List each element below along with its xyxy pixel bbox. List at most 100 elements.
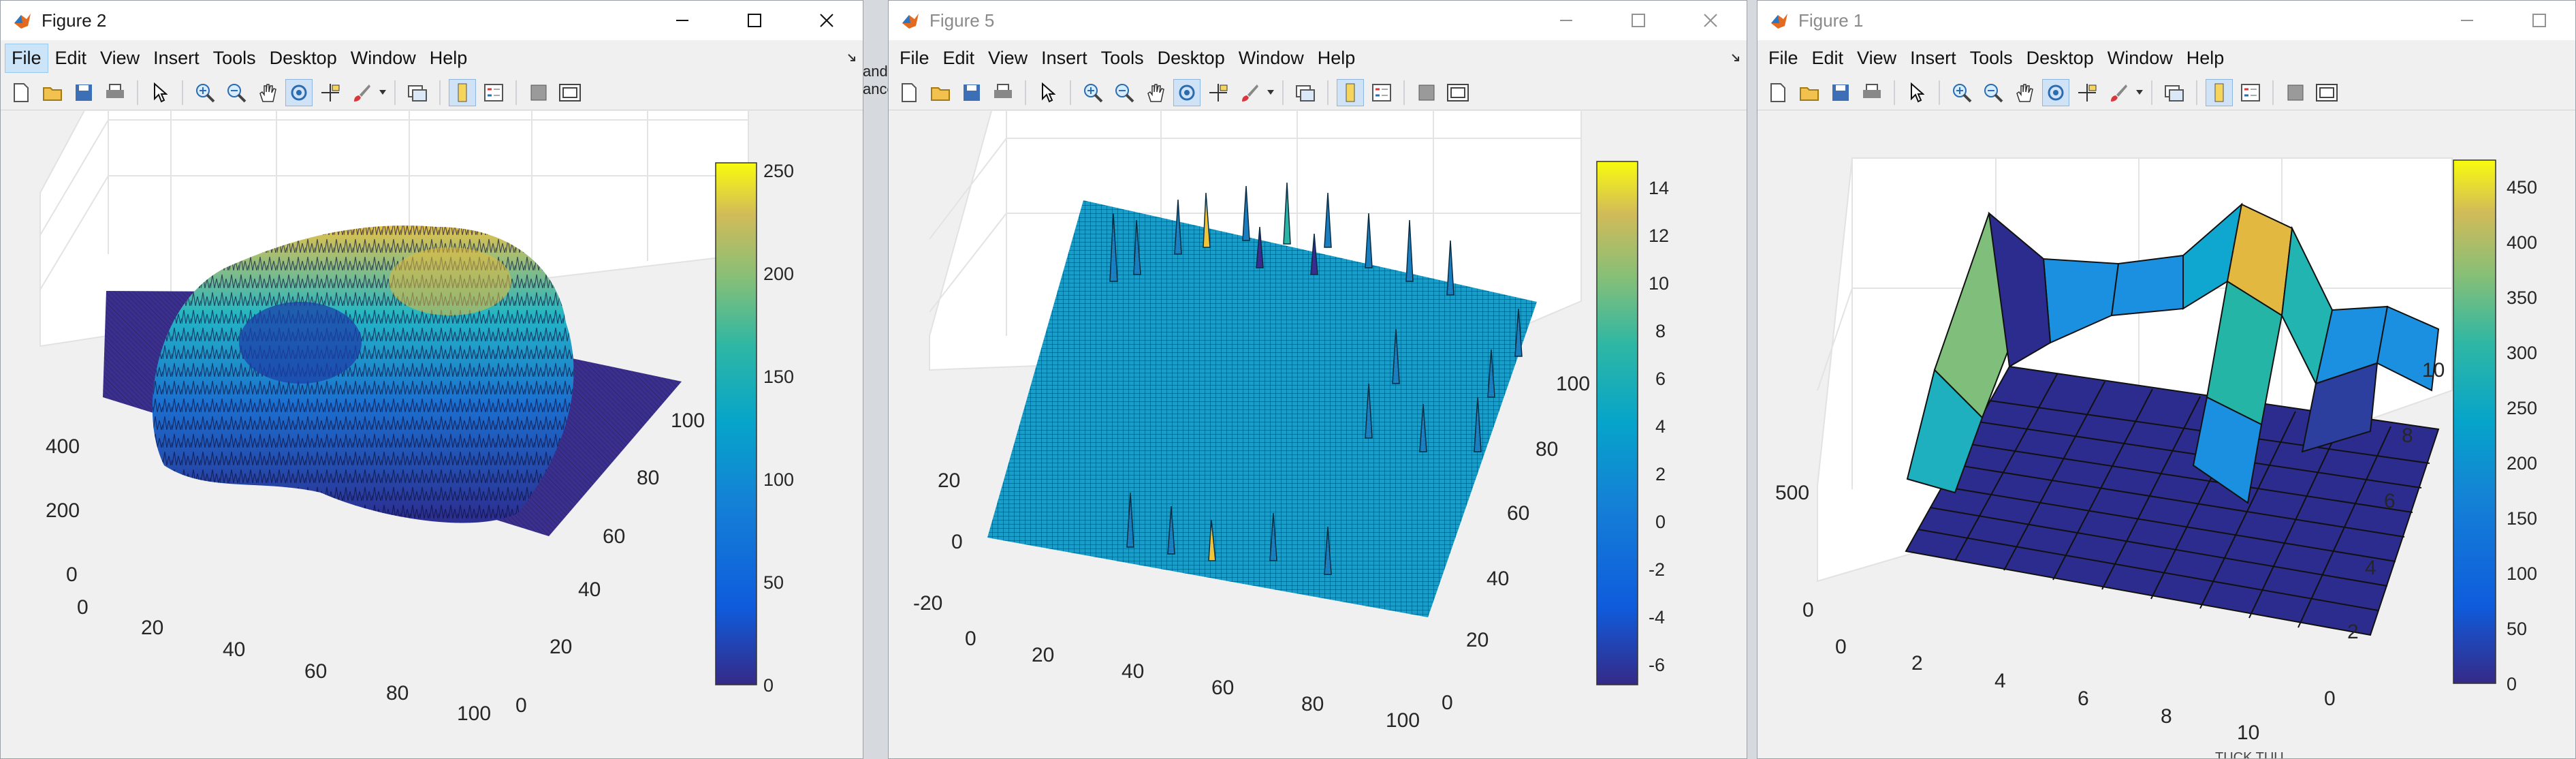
save-button[interactable]: [1827, 79, 1854, 106]
open-button[interactable]: [927, 79, 954, 106]
menu-desktop[interactable]: Desktop: [2026, 47, 2094, 68]
zoom-out-button[interactable]: [223, 79, 250, 106]
link-plot-button[interactable]: [404, 79, 431, 106]
print-button[interactable]: [989, 79, 1017, 106]
close-button[interactable]: [1674, 1, 1747, 40]
menu-view[interactable]: View: [100, 47, 140, 68]
figure-window[interactable]: Figure 2 File Edit View Insert Tools Des…: [0, 0, 863, 759]
hide-plot-tools-button[interactable]: [2282, 79, 2309, 106]
zoom-in-button[interactable]: [191, 79, 219, 106]
surface-plot[interactable]: 0 2 4 6 8 10 0 2 4 6 8 10 0 500 0: [1758, 111, 2576, 759]
colorbar-button[interactable]: [449, 79, 476, 106]
brush-dropdown[interactable]: [2136, 90, 2143, 95]
rotate-3d-button[interactable]: [1173, 79, 1200, 106]
colorbar-button[interactable]: [2206, 79, 2233, 106]
zoom-in-button[interactable]: [1079, 79, 1107, 106]
colorbar[interactable]: [1596, 161, 1638, 685]
menu-insert[interactable]: Insert: [1041, 47, 1087, 68]
open-button[interactable]: [1796, 79, 1823, 106]
menu-help[interactable]: Help: [429, 47, 468, 68]
link-plot-button[interactable]: [2161, 79, 2188, 106]
menu-desktop[interactable]: Desktop: [1157, 47, 1225, 68]
brush-dropdown[interactable]: [1267, 90, 1274, 95]
menu-tools[interactable]: Tools: [212, 47, 256, 68]
brush-button[interactable]: [348, 79, 375, 106]
window-titlebar[interactable]: Figure 1: [1758, 1, 2575, 40]
zoom-out-button[interactable]: [1979, 79, 2007, 106]
dock-arrow-icon[interactable]: [846, 52, 857, 63]
figure-window[interactable]: Figure 5 File Edit View Insert Tools Des…: [888, 0, 1747, 759]
brush-button[interactable]: [1236, 79, 1263, 106]
menu-edit[interactable]: Edit: [1811, 47, 1844, 68]
legend-button[interactable]: [2237, 79, 2264, 106]
menu-view[interactable]: View: [988, 47, 1028, 68]
window-titlebar[interactable]: Figure 5: [889, 1, 1747, 40]
save-button[interactable]: [958, 79, 985, 106]
menu-window[interactable]: Window: [2107, 47, 2173, 68]
plot-area[interactable]: 0 20 40 60 80 100 0 20 40 60 80 100 0 20…: [1, 111, 863, 758]
surface-plot[interactable]: 0 20 40 60 80 100 0 20 40 60 80 100 -20 …: [889, 111, 1747, 759]
data-cursor-button[interactable]: [1205, 79, 1232, 106]
dock-arrow-icon[interactable]: [1730, 52, 1741, 63]
zoom-out-button[interactable]: [1111, 79, 1138, 106]
menu-insert[interactable]: Insert: [1910, 47, 1956, 68]
menu-view[interactable]: View: [1857, 47, 1897, 68]
menu-desktop[interactable]: Desktop: [269, 47, 337, 68]
hide-plot-tools-button[interactable]: [525, 79, 552, 106]
menu-tools[interactable]: Tools: [1100, 47, 1144, 68]
edit-plot-button[interactable]: [1903, 79, 1930, 106]
brush-dropdown[interactable]: [379, 90, 386, 95]
pan-button[interactable]: [2011, 79, 2038, 106]
edit-plot-button[interactable]: [146, 79, 174, 106]
minimize-button[interactable]: [646, 1, 718, 40]
menu-file[interactable]: File: [1768, 47, 1798, 68]
pan-button[interactable]: [254, 79, 281, 106]
surface-plot[interactable]: 0 20 40 60 80 100 0 20 40 60 80 100 0 20…: [1, 111, 863, 759]
show-plot-tools-button[interactable]: [2313, 79, 2340, 106]
menu-edit[interactable]: Edit: [942, 47, 975, 68]
menu-edit[interactable]: Edit: [54, 47, 87, 68]
colorbar[interactable]: [2453, 159, 2496, 684]
new-figure-button[interactable]: [7, 79, 35, 106]
new-figure-button[interactable]: [1764, 79, 1792, 106]
menu-help[interactable]: Help: [2186, 47, 2225, 68]
show-plot-tools-button[interactable]: [1444, 79, 1472, 106]
menu-window[interactable]: Window: [1238, 47, 1304, 68]
edit-plot-button[interactable]: [1034, 79, 1062, 106]
menu-help[interactable]: Help: [1317, 47, 1356, 68]
print-button[interactable]: [1858, 79, 1886, 106]
brush-button[interactable]: [2105, 79, 2132, 106]
plot-area[interactable]: 0 2 4 6 8 10 0 2 4 6 8 10 0 500 0: [1758, 111, 2575, 758]
new-figure-button[interactable]: [895, 79, 923, 106]
minimize-button[interactable]: [2431, 1, 2503, 40]
data-cursor-button[interactable]: [317, 79, 344, 106]
window-titlebar[interactable]: Figure 2: [1, 1, 863, 40]
save-button[interactable]: [70, 79, 97, 106]
colorbar-button[interactable]: [1337, 79, 1364, 106]
menu-tools[interactable]: Tools: [1969, 47, 2013, 68]
legend-button[interactable]: [480, 79, 507, 106]
menu-file[interactable]: File: [5, 43, 48, 73]
menu-file[interactable]: File: [900, 47, 929, 68]
hide-plot-tools-button[interactable]: [1413, 79, 1440, 106]
show-plot-tools-button[interactable]: [556, 79, 584, 106]
plot-area[interactable]: 0 20 40 60 80 100 0 20 40 60 80 100 -20 …: [889, 111, 1747, 758]
colorbar[interactable]: [715, 162, 757, 685]
data-cursor-button[interactable]: [2073, 79, 2101, 106]
close-button[interactable]: [791, 1, 863, 40]
figure-window[interactable]: Figure 1 File Edit View Insert Tools Des…: [1757, 0, 2576, 759]
maximize-button[interactable]: [1602, 1, 1674, 40]
pan-button[interactable]: [1142, 79, 1169, 106]
menu-insert[interactable]: Insert: [153, 47, 200, 68]
minimize-button[interactable]: [1530, 1, 1602, 40]
legend-button[interactable]: [1368, 79, 1395, 106]
zoom-in-button[interactable]: [1948, 79, 1975, 106]
rotate-3d-button[interactable]: [2042, 79, 2069, 106]
open-button[interactable]: [39, 79, 66, 106]
maximize-button[interactable]: [718, 1, 791, 40]
menu-window[interactable]: Window: [350, 47, 416, 68]
rotate-3d-button[interactable]: [285, 79, 313, 106]
link-plot-button[interactable]: [1292, 79, 1319, 106]
print-button[interactable]: [101, 79, 129, 106]
maximize-button[interactable]: [2503, 1, 2575, 40]
